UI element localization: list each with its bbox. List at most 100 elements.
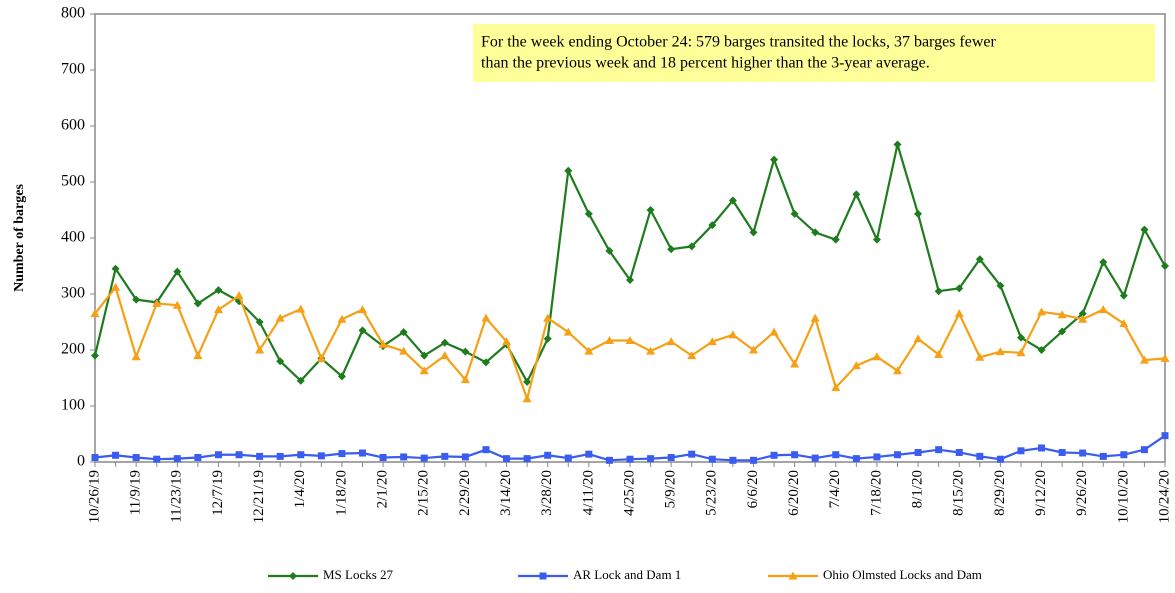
marker	[90, 309, 100, 318]
x-tick-label: 7/18/20	[868, 470, 884, 516]
marker	[996, 281, 1005, 290]
marker	[275, 313, 285, 322]
marker	[811, 454, 819, 462]
marker	[584, 346, 594, 355]
marker	[976, 452, 984, 460]
marker	[667, 454, 675, 462]
x-tick-label: 12/21/19	[251, 470, 267, 523]
marker	[543, 313, 553, 322]
marker	[708, 455, 716, 463]
marker	[667, 245, 676, 254]
x-tick-label: 10/24/20	[1156, 470, 1172, 523]
marker	[213, 305, 223, 314]
marker	[1037, 307, 1047, 316]
x-tick-label: 10/26/19	[86, 470, 102, 523]
marker	[955, 284, 964, 293]
marker	[460, 375, 470, 384]
marker	[770, 451, 778, 459]
x-tick-label: 11/9/19	[128, 470, 144, 515]
marker	[173, 267, 182, 276]
marker	[605, 246, 614, 255]
marker	[132, 295, 141, 304]
marker	[276, 452, 284, 460]
marker	[893, 366, 902, 375]
marker	[296, 304, 306, 313]
marker	[1016, 333, 1025, 342]
marker	[214, 451, 222, 459]
marker	[1078, 314, 1088, 323]
marker	[894, 451, 901, 459]
x-tick-label: 2/1/20	[375, 470, 391, 508]
marker	[728, 330, 738, 339]
marker	[852, 190, 861, 199]
marker	[440, 351, 450, 360]
marker	[748, 345, 758, 354]
marker	[626, 455, 634, 463]
y-tick-label: 500	[61, 173, 85, 190]
x-tick-label: 3/28/20	[539, 470, 555, 516]
marker	[1160, 353, 1170, 362]
marker	[1139, 355, 1149, 364]
marker	[194, 454, 202, 462]
marker	[112, 451, 120, 459]
marker	[585, 450, 593, 458]
x-tick-label: 5/23/20	[704, 470, 720, 516]
y-tick-label: 200	[61, 341, 85, 358]
marker	[872, 352, 882, 361]
x-tick-label: 12/7/19	[210, 470, 226, 516]
marker	[1098, 305, 1108, 314]
marker	[1017, 447, 1025, 455]
marker	[153, 455, 161, 463]
x-tick-label: 8/1/20	[910, 470, 926, 508]
marker	[1016, 348, 1026, 357]
marker	[707, 337, 717, 346]
marker	[749, 456, 757, 464]
marker	[687, 351, 697, 360]
marker	[1161, 262, 1169, 270]
marker	[111, 282, 121, 291]
y-tick-label: 800	[61, 5, 85, 22]
marker	[646, 206, 655, 214]
y-tick-label: 300	[61, 285, 85, 302]
marker	[297, 451, 305, 459]
marker	[337, 372, 346, 381]
marker	[132, 454, 140, 462]
marker	[461, 347, 470, 356]
marker	[564, 166, 573, 175]
marker	[872, 235, 881, 244]
marker	[1140, 225, 1149, 234]
marker	[276, 357, 285, 366]
x-tick-label: 11/23/19	[169, 470, 185, 523]
marker	[481, 358, 490, 367]
marker	[235, 451, 243, 459]
series-line	[93, 144, 1166, 385]
marker	[811, 228, 820, 237]
y-tick-label: 700	[61, 61, 85, 78]
annotation-box	[473, 24, 1155, 82]
marker	[338, 450, 346, 458]
marker	[91, 351, 99, 360]
marker	[1119, 291, 1128, 300]
marker	[605, 456, 613, 464]
marker	[584, 209, 593, 218]
marker	[996, 455, 1004, 463]
y-tick-label: 400	[61, 229, 85, 246]
marker	[1119, 319, 1129, 328]
marker	[626, 276, 634, 284]
marker	[481, 313, 491, 322]
x-tick-label: 1/4/20	[292, 470, 308, 508]
marker	[503, 455, 511, 463]
marker	[688, 450, 696, 458]
marker	[1037, 346, 1046, 354]
marker	[359, 449, 366, 457]
y-tick-label: 0	[77, 453, 85, 470]
marker	[255, 345, 265, 354]
marker	[289, 572, 297, 580]
x-tick-label: 2/15/20	[416, 470, 432, 516]
marker	[913, 334, 923, 343]
marker	[337, 314, 347, 323]
x-tick-label: 8/15/20	[951, 470, 967, 516]
marker	[1038, 444, 1046, 452]
x-tick-label: 4/11/20	[580, 470, 596, 515]
marker	[522, 394, 532, 403]
